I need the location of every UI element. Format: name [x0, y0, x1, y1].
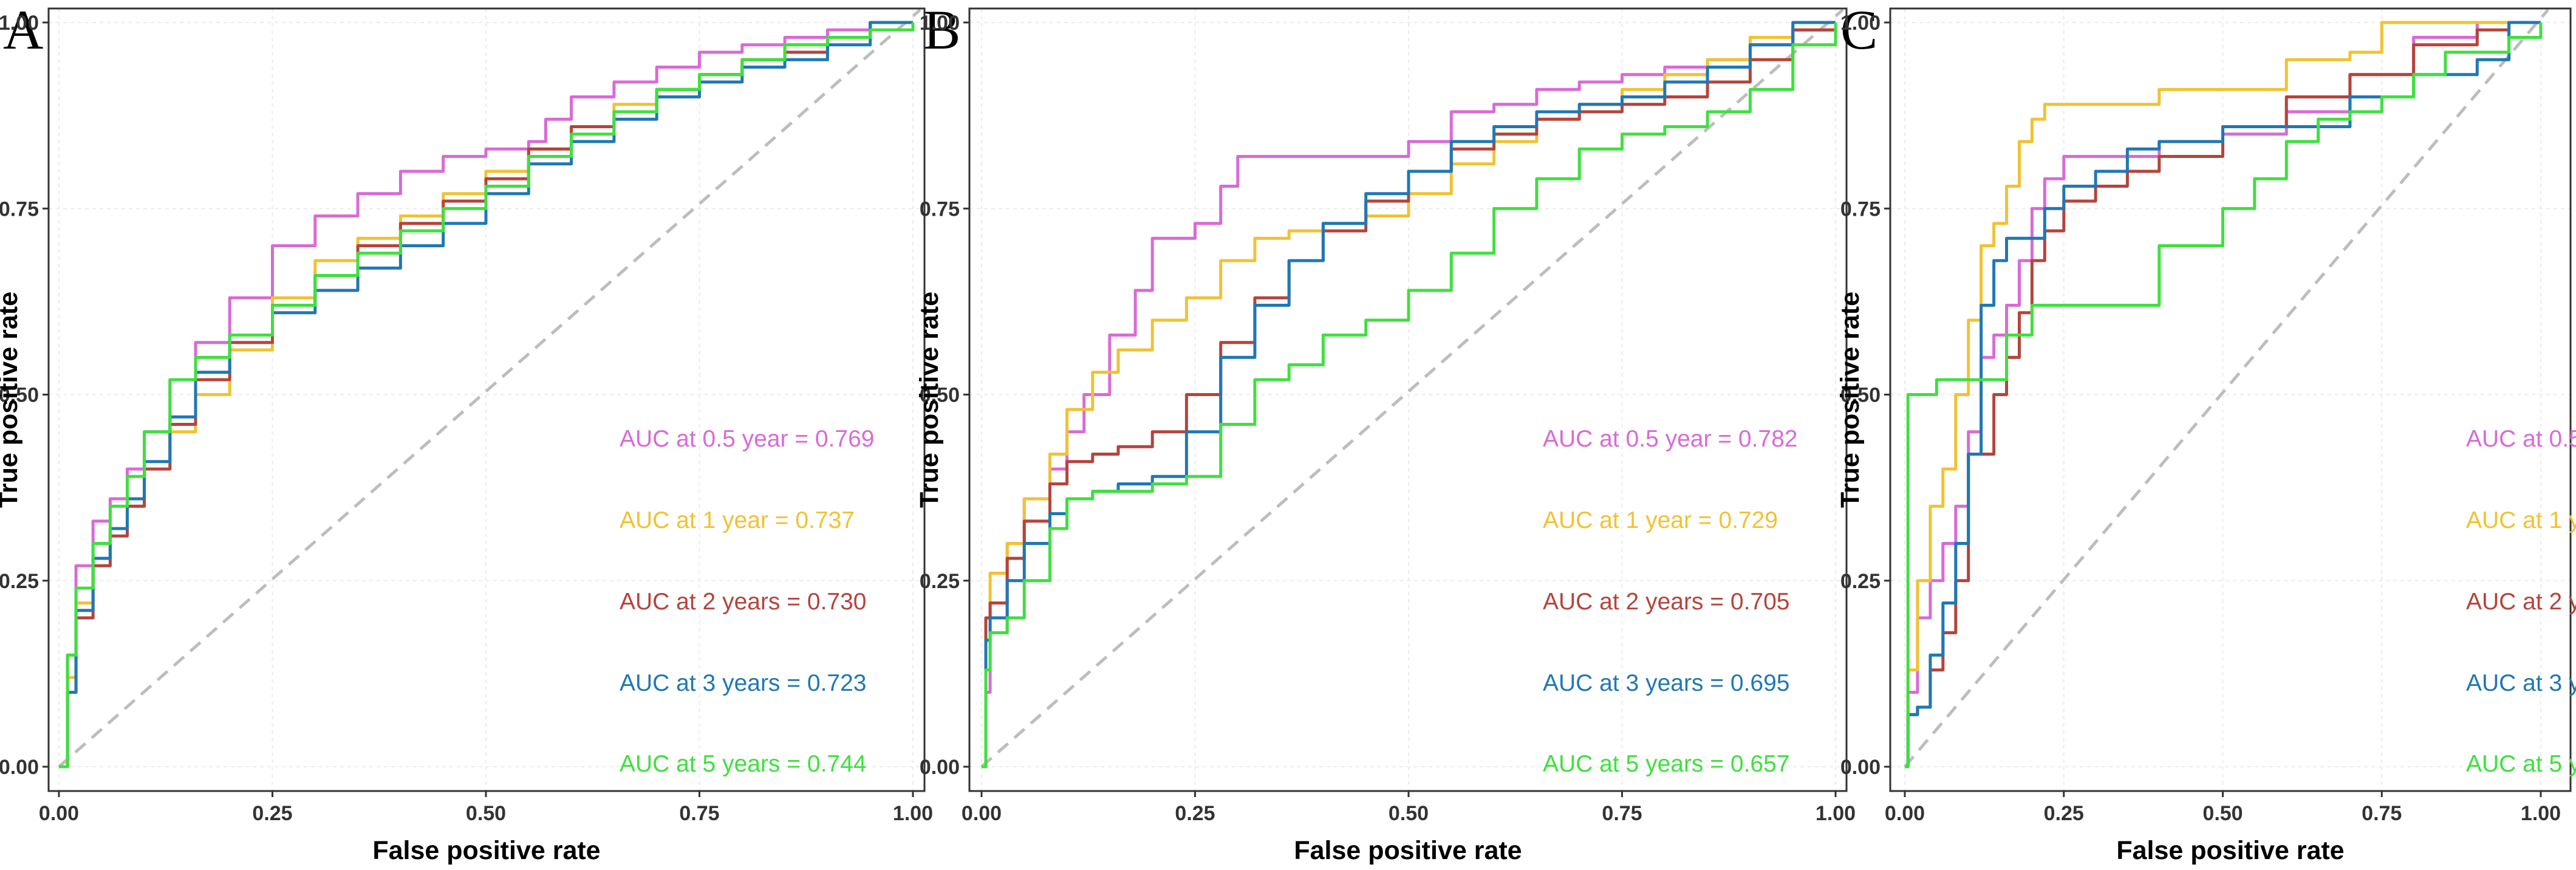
x-tick-label: 0.00: [1885, 802, 1925, 825]
plot-frame: [1889, 7, 2572, 792]
x-tick-label: 0.25: [2044, 802, 2084, 825]
panel-letter: A: [3, 0, 43, 61]
y-tick-label: 0.50: [0, 384, 39, 407]
y-tick-label: 1.00: [1840, 12, 1881, 35]
y-tick-label: 0.00: [920, 756, 960, 779]
roc-curve-series-5: [1905, 22, 2543, 769]
chance-diagonal: [1904, 9, 2549, 768]
y-tick-label: 0.25: [0, 570, 39, 593]
auc-label-series-5: AUC at 5 years = 0.752: [2466, 751, 2576, 777]
roc-curve-series-1: [59, 21, 913, 769]
x-axis-title: False positive rate: [1294, 836, 1522, 865]
auc-label-series-1: AUC at 0.5 year = 0.782: [1543, 426, 1798, 452]
x-tick-label: 1.00: [893, 802, 933, 825]
x-tick-label: 0.75: [1602, 802, 1642, 825]
auc-label-series-5: AUC at 5 years = 0.744: [620, 751, 866, 777]
panel-a: A 0.00 0.25 0.50 0.75 1.00 0.00 0.25 0.50 0.75 1…: [0, 0, 933, 865]
y-tick-label: 0.75: [920, 197, 960, 221]
x-tick-label: 0.75: [679, 802, 719, 825]
x-tick-label: 0.50: [466, 802, 506, 825]
y-tick-label: 1.00: [0, 12, 39, 35]
y-tick-label: 0.00: [1840, 756, 1881, 779]
auc-label-series-4: AUC at 3 years = 0.695: [1543, 670, 1789, 696]
panel-b: B 0.00 0.25 0.50 0.75 1.00 0.00 0.25 0.50 0.75 1…: [915, 0, 1856, 865]
roc-curve-series-5: [59, 22, 915, 769]
auc-label-series-4: AUC at 3 years = 0.770: [2466, 670, 2576, 696]
x-tick-label: 0.25: [1175, 802, 1215, 825]
y-tick-label: 0.25: [1840, 570, 1881, 593]
chance-diagonal: [980, 9, 1844, 768]
roc-curve-series-4: [982, 21, 1836, 769]
x-tick-label: 0.00: [39, 802, 79, 825]
auc-label-series-2: AUC at 1 year = 0.729: [1543, 507, 1778, 533]
auc-label-series-4: AUC at 3 years = 0.723: [620, 670, 866, 696]
y-axis-title: True positive rate: [915, 292, 944, 508]
chance-diagonal: [58, 9, 921, 768]
roc-curve-series-5: [982, 22, 1837, 769]
auc-label-series-3: AUC at 2 years = 0.730: [620, 589, 866, 615]
x-axis-title: False positive rate: [372, 836, 600, 865]
x-tick-label: 0.50: [1389, 802, 1429, 825]
panel-letter: C: [1840, 0, 1877, 61]
x-tick-label: 0.75: [2362, 802, 2402, 825]
roc-curve-series-2: [1905, 21, 2541, 769]
panel-letter: B: [923, 0, 960, 61]
y-axis-title: True positive rate: [1836, 292, 1865, 508]
auc-label-series-3: AUC at 2 years = 0.743: [2466, 589, 2576, 615]
y-tick-label: 0.75: [0, 197, 39, 221]
y-tick-label: 0.50: [1840, 384, 1881, 407]
roc-curve-series-4: [59, 21, 913, 769]
auc-label-series-2: AUC at 1 year = 0.737: [620, 507, 855, 533]
roc-curve-series-2: [982, 21, 1836, 769]
panel-c: C 0.00 0.25 0.50 0.75 1.00 0.00 0.25 0.50 0.75 1…: [1836, 0, 2576, 865]
x-tick-label: 0.25: [252, 802, 292, 825]
y-tick-label: 0.75: [1840, 197, 1881, 221]
x-axis-title: False positive rate: [2116, 836, 2344, 865]
roc-curve-series-1: [1905, 21, 2541, 769]
x-tick-label: 1.00: [2521, 802, 2561, 825]
y-tick-label: 0.25: [920, 570, 960, 593]
x-tick-label: 0.00: [962, 802, 1002, 825]
auc-label-series-5: AUC at 5 years = 0.657: [1543, 751, 1789, 777]
y-tick-label: 0.00: [0, 756, 39, 779]
auc-label-series-3: AUC at 2 years = 0.705: [1543, 589, 1789, 615]
auc-label-series-1: AUC at 0.5 year = 0.769: [620, 426, 875, 452]
x-tick-label: 0.50: [2202, 802, 2243, 825]
y-tick-label: 0.50: [920, 384, 960, 407]
auc-label-series-2: AUC at 1 year = 0.852: [2466, 507, 2576, 533]
y-axis-title: True positive rate: [0, 292, 23, 508]
roc-curve-series-3: [1905, 21, 2541, 769]
roc-curve-series-4: [1905, 21, 2541, 769]
y-tick-label: 1.00: [920, 12, 960, 35]
auc-label-series-1: AUC at 0.5 year = 0.781: [2466, 426, 2576, 452]
x-tick-label: 1.00: [1816, 802, 1856, 825]
